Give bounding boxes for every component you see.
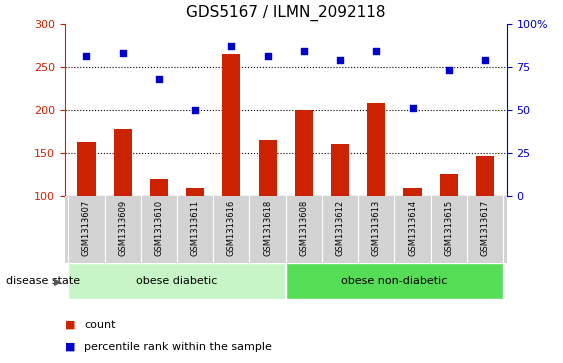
Text: GSM1313617: GSM1313617: [480, 199, 489, 256]
Bar: [404, 188, 422, 196]
Point: [300, 48, 309, 54]
Point: [191, 107, 200, 113]
Bar: [150, 179, 168, 196]
Bar: [68, 263, 286, 299]
Point: [82, 53, 91, 59]
Text: GSM1313616: GSM1313616: [227, 199, 236, 256]
Bar: [222, 54, 240, 196]
Bar: [367, 103, 385, 196]
Text: ▶: ▶: [55, 276, 62, 286]
Text: GSM1313610: GSM1313610: [154, 199, 163, 256]
Text: GSM1313615: GSM1313615: [444, 199, 453, 256]
Point: [408, 105, 417, 111]
Text: disease state: disease state: [6, 276, 80, 286]
Point: [154, 76, 163, 82]
Text: ■: ■: [65, 320, 75, 330]
Bar: [258, 140, 276, 196]
Text: obese non-diabetic: obese non-diabetic: [341, 276, 448, 286]
Bar: [286, 263, 503, 299]
Text: GSM1313611: GSM1313611: [191, 199, 200, 256]
Bar: [114, 129, 132, 196]
Point: [263, 53, 272, 59]
Text: percentile rank within the sample: percentile rank within the sample: [84, 342, 272, 352]
Text: ■: ■: [65, 342, 75, 352]
Text: GSM1313609: GSM1313609: [118, 199, 127, 256]
Text: GSM1313607: GSM1313607: [82, 199, 91, 256]
Point: [336, 57, 345, 63]
Text: obese diabetic: obese diabetic: [136, 276, 218, 286]
Bar: [476, 155, 494, 196]
Point: [118, 50, 127, 56]
Bar: [295, 110, 313, 196]
Bar: [78, 142, 96, 196]
Title: GDS5167 / ILMN_2092118: GDS5167 / ILMN_2092118: [186, 5, 386, 21]
Bar: [331, 144, 349, 196]
Bar: [186, 188, 204, 196]
Bar: [440, 175, 458, 196]
Text: GSM1313618: GSM1313618: [263, 199, 272, 256]
Text: GSM1313608: GSM1313608: [300, 199, 309, 256]
Point: [227, 43, 236, 49]
Point: [444, 67, 453, 73]
Text: GSM1313614: GSM1313614: [408, 199, 417, 256]
Point: [480, 57, 489, 63]
Point: [372, 48, 381, 54]
Text: GSM1313612: GSM1313612: [336, 199, 345, 256]
Text: GSM1313613: GSM1313613: [372, 199, 381, 256]
Text: count: count: [84, 320, 116, 330]
